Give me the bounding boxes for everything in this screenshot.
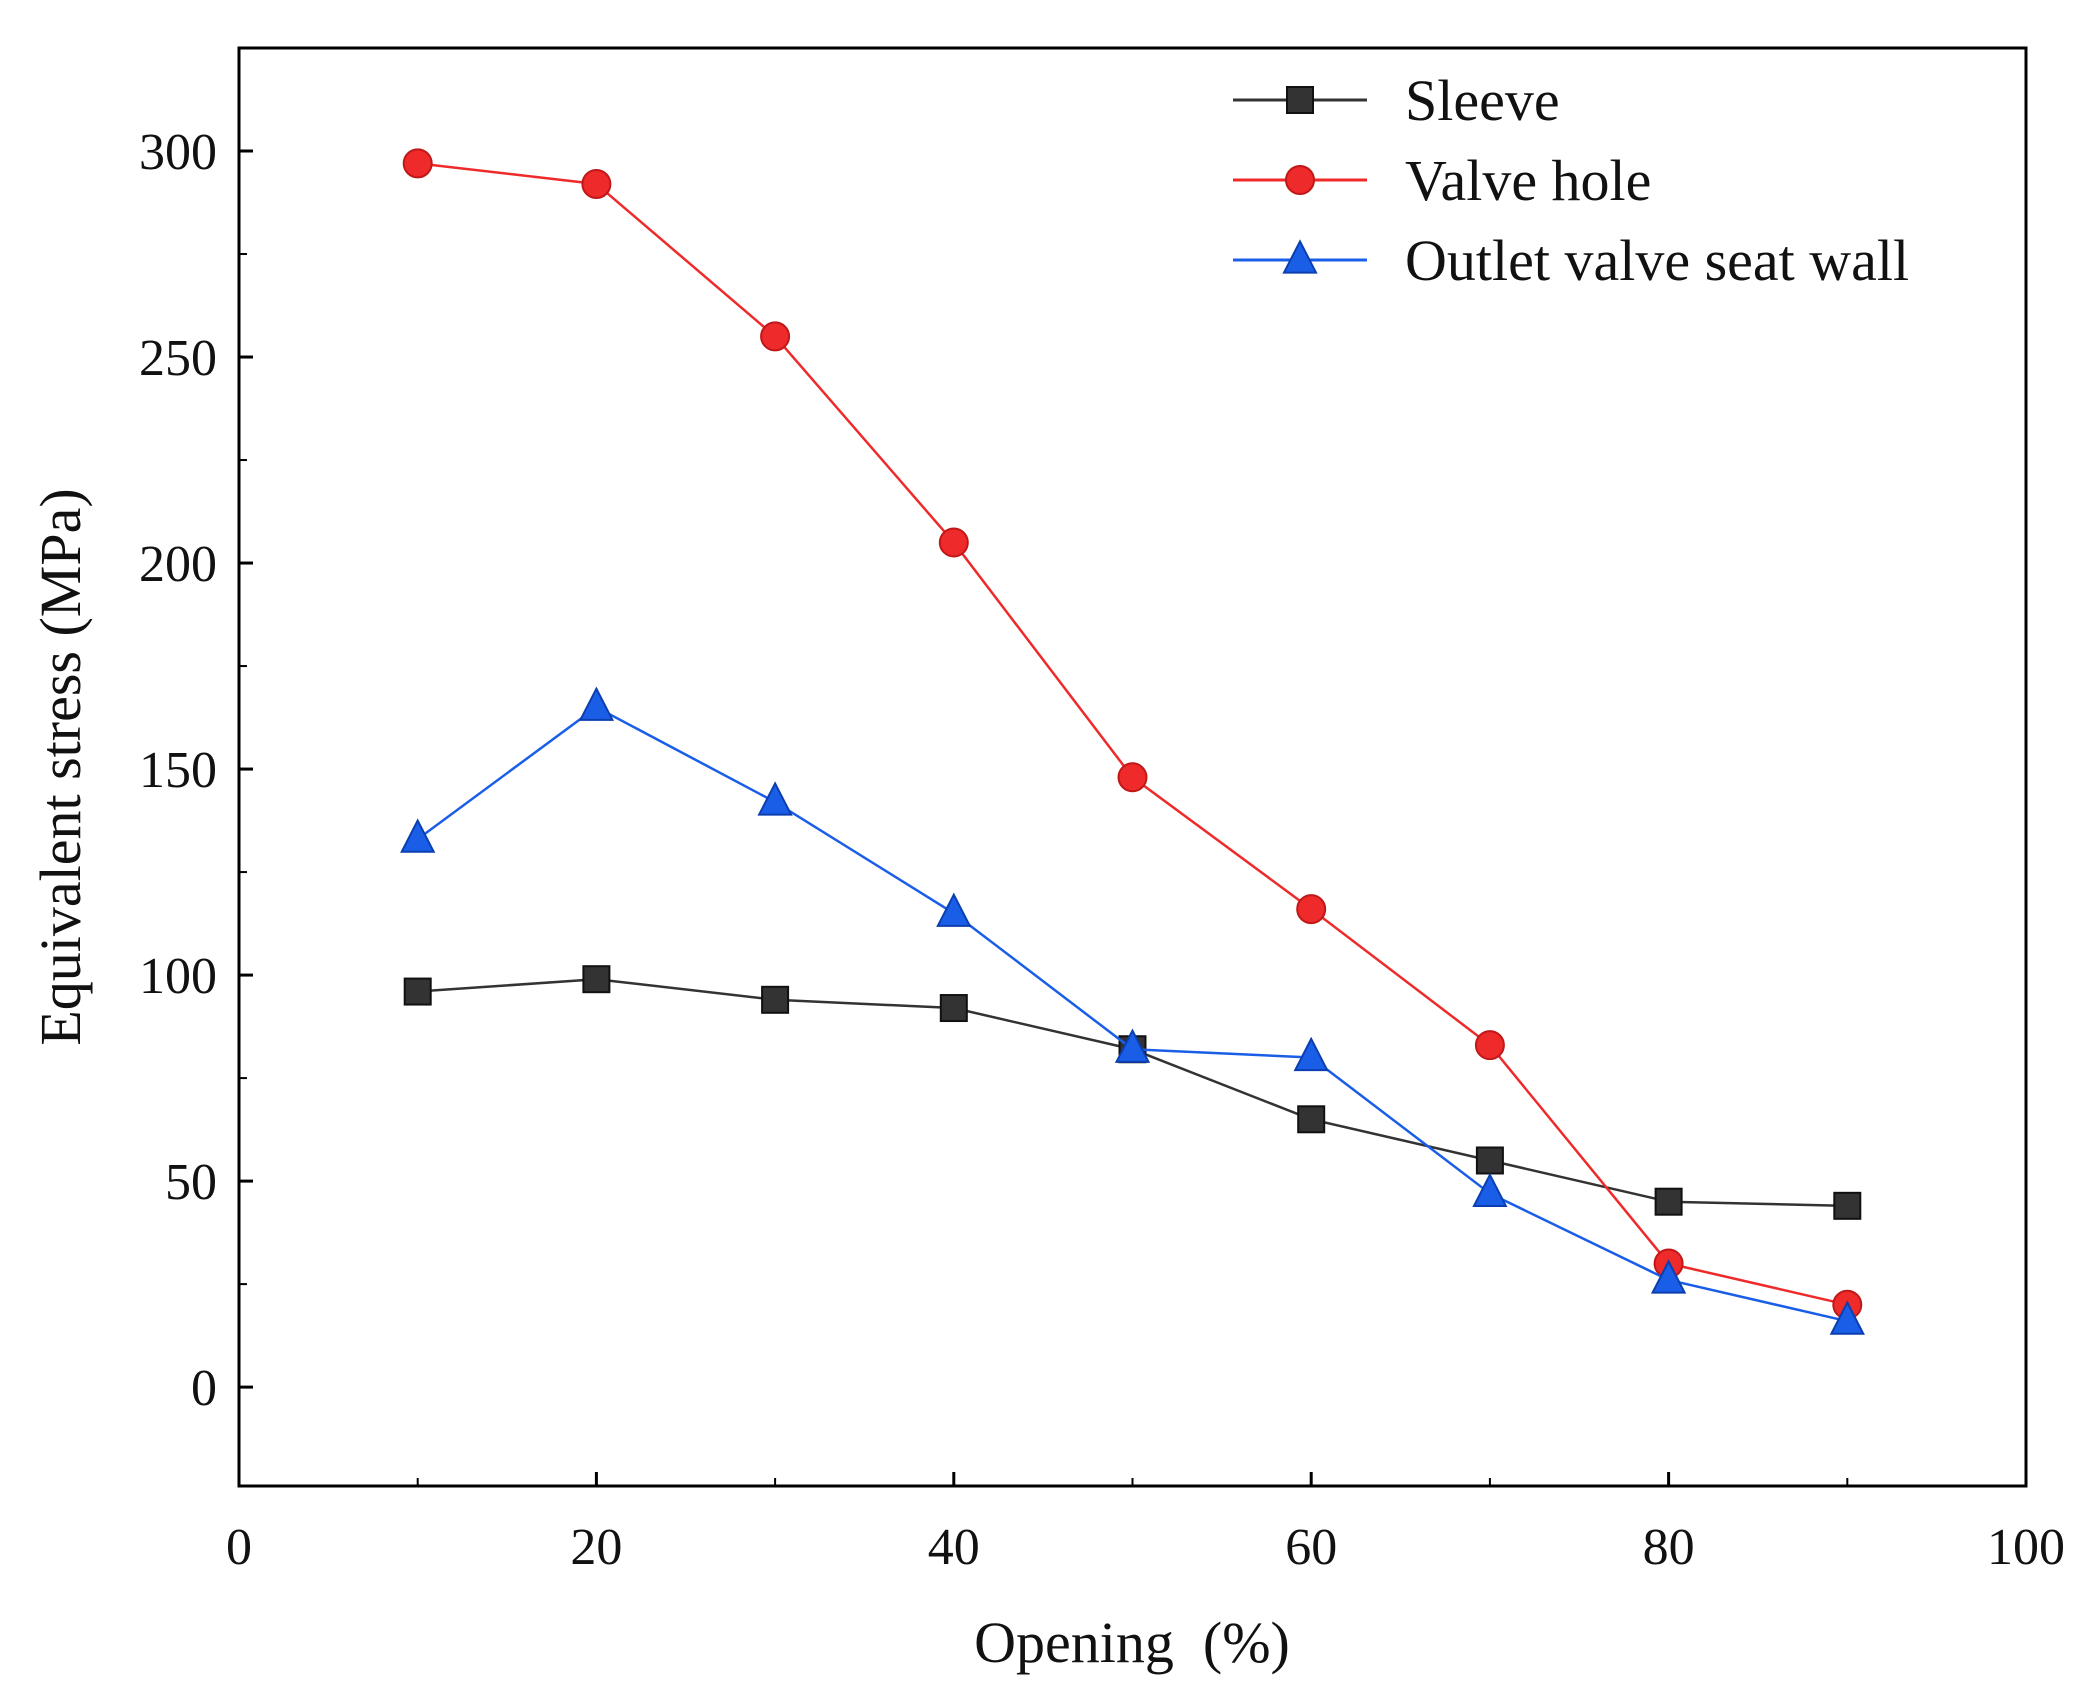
data-point-outlet-valve-seat-wall — [936, 892, 972, 927]
legend-label-sleeve: Sleeve — [1405, 68, 1560, 133]
legend-marker-sleeve — [1286, 86, 1314, 114]
y-tick-label: 250 — [139, 330, 217, 387]
y-axis: 0 50 100 150 200 250 300 — [139, 47, 253, 1417]
data-point-sleeve — [403, 977, 432, 1006]
x-tick-label: 0 — [226, 1519, 252, 1576]
series-line-outlet-valve-seat-wall — [416, 705, 1848, 1323]
legend-marker-valve-hole — [1285, 165, 1315, 195]
y-axis-title: Equivalent stress (MPa) — [28, 488, 93, 1045]
y-tick-label: 300 — [139, 124, 217, 181]
legend-label-outlet-valve-seat-wall: Outlet valve seat wall — [1405, 228, 1909, 293]
data-point-valve-hole — [581, 168, 612, 199]
data-point-outlet-valve-seat-wall — [1114, 1028, 1151, 1063]
data-point-sleeve — [1297, 1105, 1326, 1134]
data-point-valve-hole — [402, 148, 433, 179]
data-point-valve-hole — [938, 527, 969, 558]
data-point-valve-hole — [1117, 762, 1148, 793]
y-tick-label: 200 — [139, 536, 217, 593]
legend: Sleeve Valve hole Outlet valve seat wall — [1233, 68, 1909, 293]
y-tick-label: 0 — [191, 1360, 217, 1417]
data-point-outlet-valve-seat-wall — [1829, 1300, 1865, 1335]
data-point-sleeve — [1833, 1191, 1862, 1220]
y-tick-label: 150 — [139, 742, 217, 799]
data-point-outlet-valve-seat-wall — [578, 686, 615, 721]
y-tick-label: 100 — [139, 948, 217, 1005]
data-point-outlet-valve-seat-wall — [1650, 1259, 1687, 1294]
legend-marker-outlet-valve-seat-wall — [1282, 239, 1318, 274]
y-tick-label: 50 — [165, 1154, 217, 1211]
data-point-sleeve — [761, 985, 790, 1014]
legend-label-valve-hole: Valve hole — [1405, 148, 1651, 213]
data-point-sleeve — [939, 994, 968, 1023]
series-line-valve-hole — [417, 162, 1848, 1306]
data-point-sleeve — [1654, 1187, 1683, 1216]
x-axis-title: Opening (%) — [974, 1610, 1290, 1675]
data-point-valve-hole — [760, 321, 791, 352]
x-tick-label: 100 — [1987, 1519, 2065, 1576]
data-point-outlet-valve-seat-wall — [1293, 1036, 1329, 1072]
x-tick-label: 20 — [570, 1519, 622, 1576]
series-line-sleeve — [417, 977, 1848, 1208]
data-point-valve-hole — [1296, 894, 1327, 925]
data-point-sleeve — [1475, 1146, 1504, 1175]
data-point-outlet-valve-seat-wall — [1472, 1172, 1508, 1208]
data-point-outlet-valve-seat-wall — [400, 818, 436, 853]
data-point-sleeve — [582, 965, 611, 994]
x-axis: 0 20 40 60 80 100 — [226, 1472, 2065, 1576]
x-tick-label: 60 — [1285, 1519, 1337, 1576]
series-sleeve — [403, 965, 1862, 1220]
data-point-valve-hole — [1474, 1030, 1505, 1061]
series-layer — [400, 148, 1865, 1335]
series-outlet-valve-seat-wall — [400, 686, 1865, 1335]
data-point-outlet-valve-seat-wall — [757, 781, 793, 816]
series-valve-hole — [402, 148, 1863, 1320]
x-tick-label: 80 — [1643, 1519, 1695, 1576]
x-tick-label: 40 — [928, 1519, 980, 1576]
